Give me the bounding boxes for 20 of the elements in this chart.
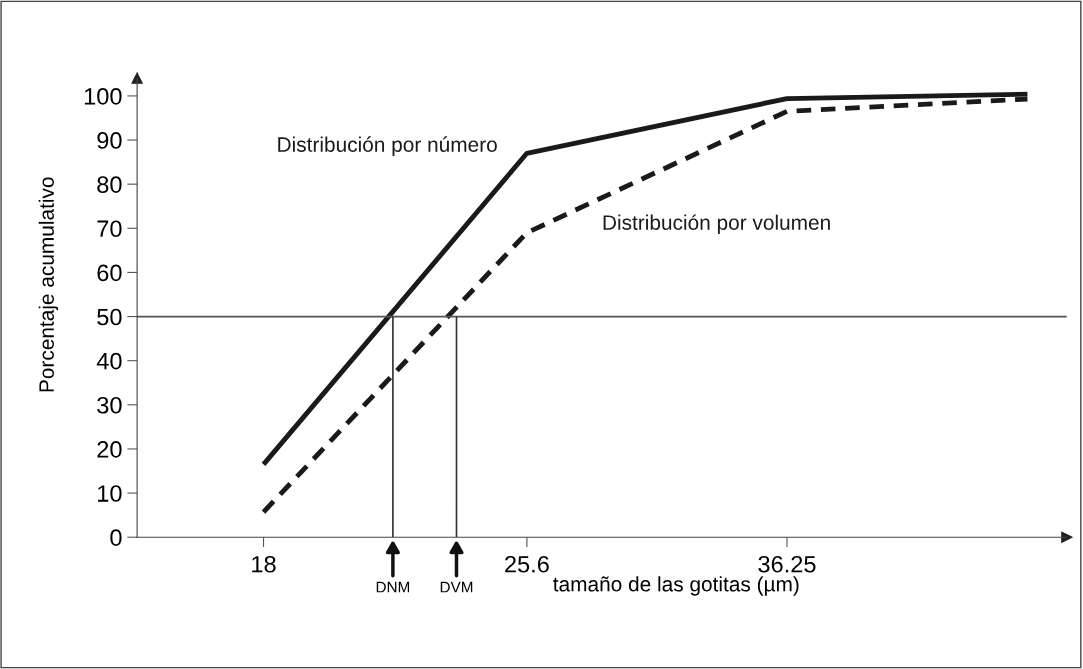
x-axis-title: tamaño de las gotitas (µm) bbox=[553, 576, 799, 596]
x-tick-label: 25.6 bbox=[505, 555, 549, 573]
y-tick-label: 80 bbox=[97, 176, 122, 193]
y-tick-label: 40 bbox=[96, 352, 122, 370]
y-tick-label: 0 bbox=[110, 529, 122, 546]
series-label: Distribución por número bbox=[278, 136, 497, 157]
y-axis-title: Porcentaje acumulativo bbox=[38, 177, 59, 392]
y-tick-label: 100 bbox=[84, 87, 122, 105]
x-tick-label: 36.25 bbox=[758, 555, 816, 573]
y-tick-label: 30 bbox=[97, 396, 122, 414]
y-tick-label: 50 bbox=[97, 308, 122, 326]
y-tick-label: 70 bbox=[97, 220, 122, 238]
x-tick-label: 18 bbox=[252, 555, 276, 573]
ref-line-label: DVM bbox=[440, 581, 473, 593]
y-tick-label: 20 bbox=[97, 441, 122, 458]
y-tick-label: 60 bbox=[97, 264, 122, 282]
ref-line-label: DNM bbox=[376, 581, 410, 593]
series-label: Distribución por volumen bbox=[603, 214, 830, 235]
y-tick-label: 10 bbox=[98, 485, 122, 502]
y-tick-label: 90 bbox=[97, 132, 122, 149]
